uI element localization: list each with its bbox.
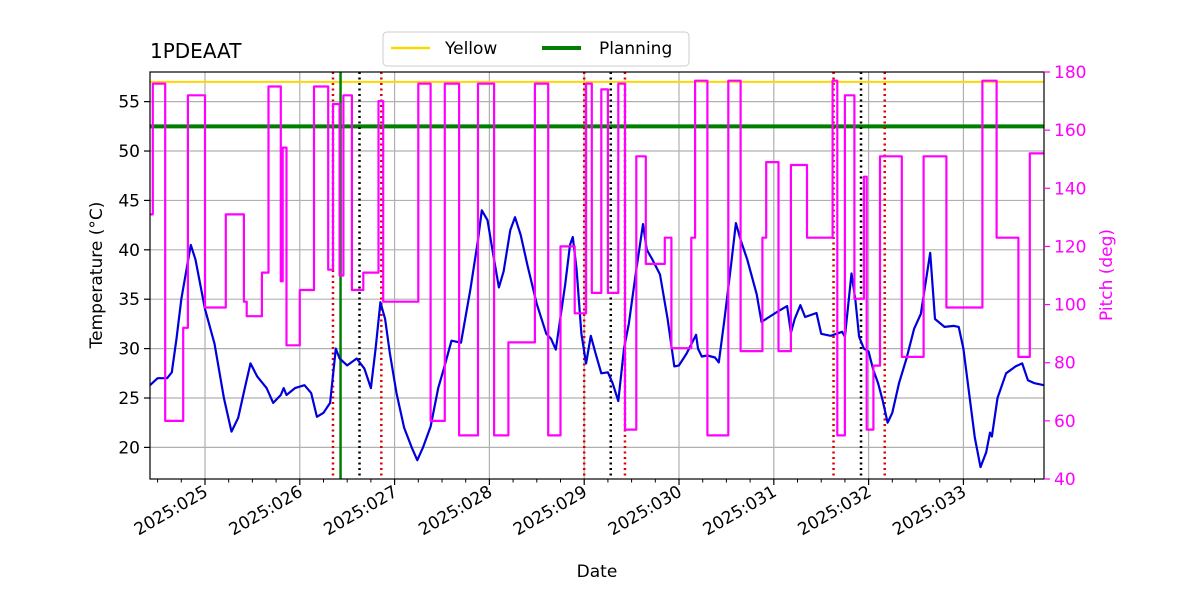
x-tick-label: 2025:033 — [889, 482, 970, 540]
y-right-tick-label: 60 — [1054, 412, 1076, 432]
y-axis-left: 20 25 30 35 40 45 50 55 — [118, 93, 150, 458]
x-axis-label: Date — [577, 562, 618, 582]
y-axis-right: 40 60 80 100 120 140 160 180 — [1044, 63, 1086, 490]
x-tick-label: 2025:027 — [321, 482, 402, 540]
y-left-tick-label: 45 — [118, 191, 140, 211]
chart-title: 1PDEAAT — [150, 39, 242, 63]
legend-label-yellow: Yellow — [444, 39, 497, 59]
y-left-tick-label: 30 — [118, 340, 140, 360]
y-left-tick-label: 35 — [118, 290, 140, 310]
y-right-tick-label: 80 — [1054, 354, 1076, 374]
plot-frame — [149, 71, 1045, 480]
y-left-tick-label: 25 — [118, 389, 140, 409]
y-right-tick-label: 120 — [1054, 237, 1086, 257]
reference-lines — [150, 72, 1044, 479]
y-axis-left-label: Temperature (°C) — [87, 202, 107, 350]
legend-box — [382, 31, 690, 67]
series-line-1pdeaat — [150, 209, 1044, 469]
y-left-tick-label: 40 — [118, 241, 140, 261]
grid — [150, 72, 1044, 479]
y-right-tick-label: 140 — [1054, 179, 1086, 199]
y-axis-right-label: Pitch (deg) — [1097, 229, 1117, 321]
x-axis: 2025:025 2025:026 2025:027 2025:028 2025:029… — [131, 479, 1036, 540]
x-tick-label: 2025:026 — [226, 482, 307, 540]
y-right-tick-label: 180 — [1054, 63, 1086, 83]
y-left-tick-label: 55 — [118, 93, 140, 113]
x-tick-label: 2025:025 — [131, 482, 212, 540]
x-tick-label: 2025:029 — [510, 482, 591, 540]
y-right-tick-label: 40 — [1054, 470, 1076, 490]
series-line-pitch — [150, 79, 1044, 437]
y-right-tick-label: 100 — [1054, 296, 1086, 316]
y-left-tick-label: 20 — [118, 438, 140, 458]
x-tick-label: 2025:032 — [795, 482, 876, 540]
x-tick-label: 2025:031 — [700, 482, 781, 540]
legend-label-planning: Planning — [599, 39, 672, 59]
y-left-tick-label: 50 — [118, 142, 140, 162]
legend: Yellow Planning — [382, 31, 690, 67]
x-tick-label: 2025:030 — [605, 482, 686, 540]
series — [150, 79, 1044, 469]
y-right-tick-label: 160 — [1054, 121, 1086, 141]
x-tick-label: 2025:028 — [415, 482, 496, 540]
